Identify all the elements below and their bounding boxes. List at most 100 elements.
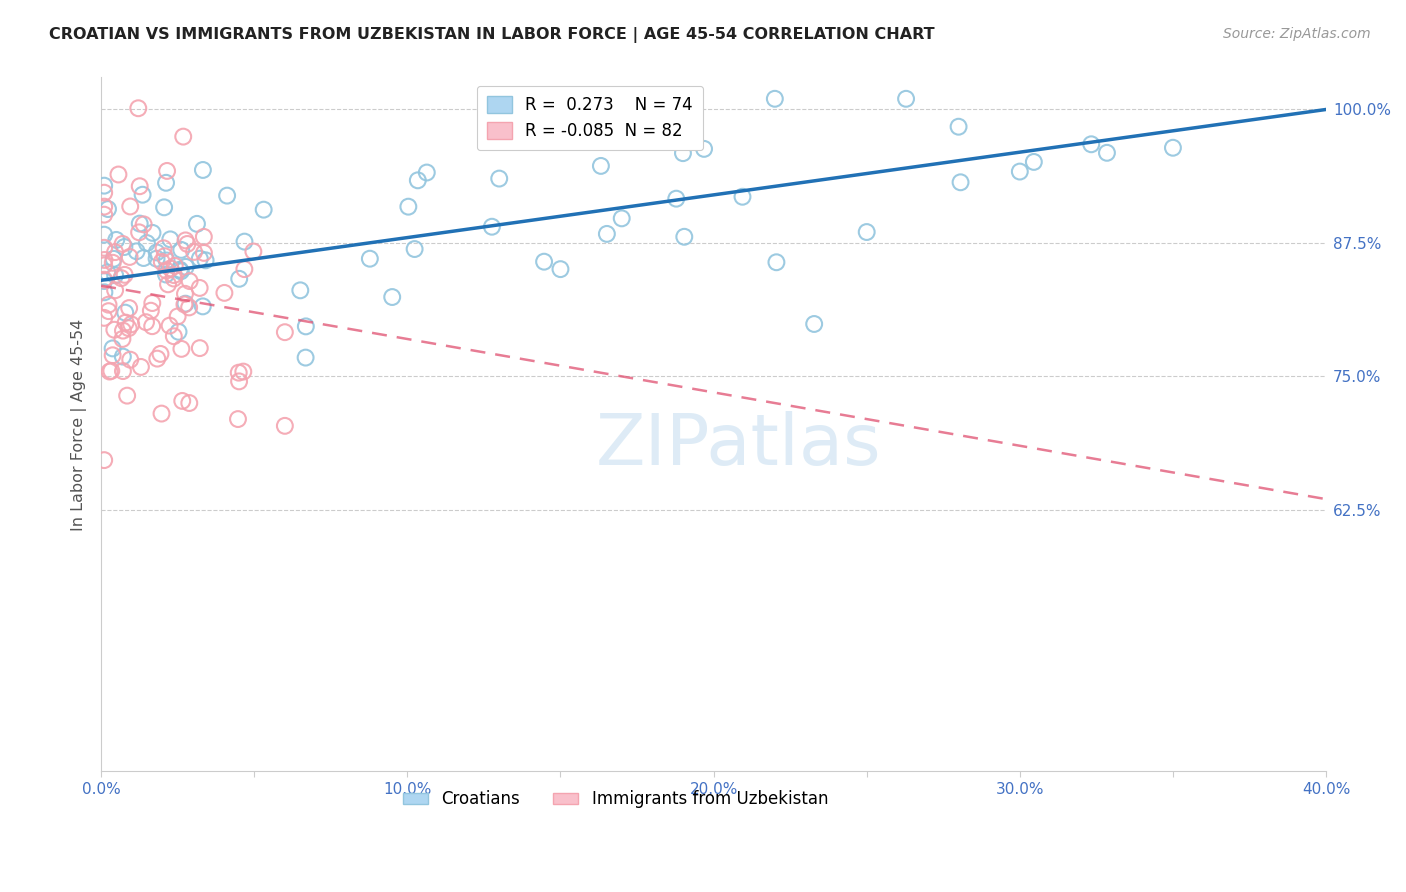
Point: [290, 283, 312, 297]
Point: [155, 253, 177, 268]
Point: [167, 325, 190, 339]
Point: [179, 301, 201, 315]
Point: [146, 351, 169, 366]
Point: [406, 173, 429, 187]
Point: [481, 219, 503, 234]
Point: [194, 253, 217, 268]
Point: [93, 178, 115, 193]
Point: [111, 350, 134, 364]
Point: [152, 241, 174, 255]
Point: [120, 199, 142, 213]
Point: [173, 297, 195, 311]
Point: [294, 351, 316, 365]
Point: [135, 315, 157, 329]
Point: [93, 200, 115, 214]
Point: [673, 229, 696, 244]
Point: [550, 262, 572, 277]
Point: [163, 271, 186, 285]
Point: [763, 92, 786, 106]
Point: [111, 236, 134, 251]
Point: [97, 304, 120, 318]
Point: [381, 290, 404, 304]
Point: [159, 318, 181, 333]
Point: [1161, 141, 1184, 155]
Point: [1008, 164, 1031, 178]
Point: [97, 202, 120, 216]
Point: [93, 274, 115, 288]
Point: [101, 348, 124, 362]
Point: [93, 285, 115, 300]
Point: [274, 325, 297, 339]
Point: [93, 208, 115, 222]
Point: [183, 244, 205, 259]
Point: [172, 129, 194, 144]
Point: [135, 235, 157, 250]
Point: [149, 347, 172, 361]
Point: [610, 211, 633, 226]
Point: [166, 310, 188, 324]
Point: [93, 273, 115, 287]
Point: [150, 407, 173, 421]
Point: [93, 258, 115, 272]
Point: [125, 244, 148, 259]
Point: [127, 101, 149, 115]
Point: [226, 412, 249, 426]
Point: [228, 366, 250, 380]
Point: [159, 232, 181, 246]
Point: [157, 277, 180, 292]
Point: [98, 365, 121, 379]
Point: [104, 245, 127, 260]
Point: [253, 202, 276, 217]
Point: [145, 252, 167, 266]
Point: [186, 217, 208, 231]
Point: [1095, 145, 1118, 160]
Point: [132, 251, 155, 265]
Point: [174, 234, 197, 248]
Point: [672, 146, 695, 161]
Point: [145, 245, 167, 260]
Point: [93, 186, 115, 200]
Point: [129, 359, 152, 374]
Point: [118, 301, 141, 315]
Point: [101, 256, 124, 270]
Point: [589, 159, 612, 173]
Point: [731, 190, 754, 204]
Point: [141, 296, 163, 310]
Text: ZIPatlas: ZIPatlas: [595, 410, 882, 480]
Point: [170, 264, 193, 278]
Point: [488, 171, 510, 186]
Point: [233, 235, 256, 249]
Point: [188, 252, 211, 266]
Point: [156, 164, 179, 178]
Point: [131, 187, 153, 202]
Point: [188, 281, 211, 295]
Point: [163, 259, 186, 273]
Point: [1022, 155, 1045, 169]
Point: [110, 271, 132, 285]
Point: [949, 175, 972, 189]
Point: [115, 389, 138, 403]
Point: [93, 252, 115, 267]
Point: [533, 254, 555, 268]
Point: [105, 233, 128, 247]
Point: [153, 249, 176, 263]
Point: [163, 268, 186, 282]
Point: [596, 227, 619, 241]
Point: [112, 240, 135, 254]
Point: [170, 342, 193, 356]
Point: [139, 303, 162, 318]
Point: [128, 179, 150, 194]
Point: [1080, 137, 1102, 152]
Point: [93, 453, 115, 467]
Point: [159, 261, 181, 276]
Point: [155, 268, 177, 282]
Point: [948, 120, 970, 134]
Point: [107, 168, 129, 182]
Point: [128, 217, 150, 231]
Point: [359, 252, 381, 266]
Point: [174, 286, 197, 301]
Point: [233, 262, 256, 277]
Point: [111, 364, 134, 378]
Point: [141, 319, 163, 334]
Point: [120, 318, 142, 332]
